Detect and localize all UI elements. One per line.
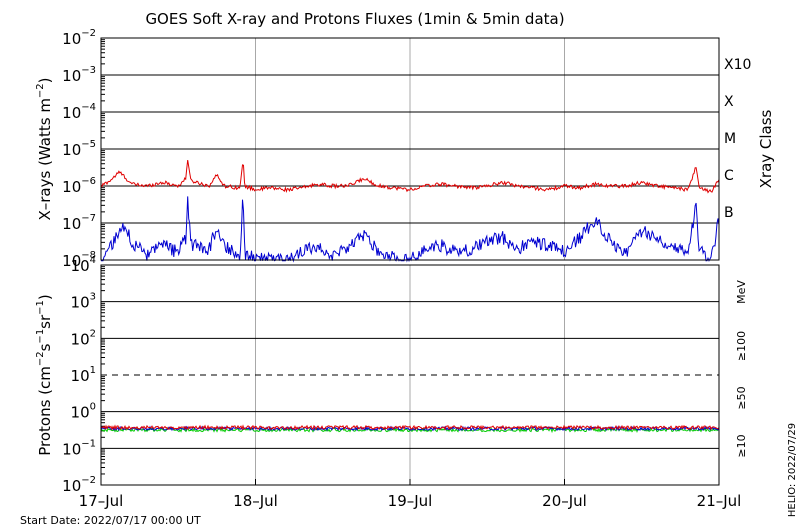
xray-class-label: B (724, 205, 734, 221)
xray-class-label: X10 (724, 57, 751, 73)
proton-horizontal-grid (101, 266, 719, 475)
xray-y-tick-label: 10−8 (62, 250, 96, 270)
x-tick-label: 19–Jul (388, 492, 433, 510)
x-tick-label: 18–Jul (233, 492, 278, 510)
x-tick-label: 17–Jul (79, 492, 124, 510)
xray-class-labels: B C M X X10 (724, 57, 751, 221)
xray-class-label: X (724, 94, 734, 110)
xray-series-group (100, 160, 720, 263)
xray-plot-frame (100, 37, 720, 261)
proton-series-line (100, 424, 720, 431)
xray-y-tick-labels: 10−8 10−7 10−6 10−5 10−4 10−3 10−2 (62, 28, 96, 270)
xray-y-tick-label: 10−3 (62, 65, 96, 85)
xray-y-tick-label: 10−7 (62, 213, 96, 233)
xray-class-axis-label: Xray Class (757, 109, 775, 188)
xray-y-tick-label: 10−6 (62, 176, 96, 196)
legend-ge100: ≥100 (735, 331, 748, 361)
xray-series-line (101, 196, 720, 263)
xray-series-line (100, 160, 720, 194)
proton-y-tick-label: 10−2 (62, 475, 96, 495)
xray-y-tick-label: 10−2 (62, 28, 96, 48)
xray-y-axis-label: X–rays (Watts m−2) (35, 77, 54, 220)
proton-y-tick-label: 104 (71, 255, 96, 275)
legend-ge10: ≥10 (735, 434, 748, 457)
proton-y-tick-label: 103 (71, 292, 96, 312)
helio-date-label: HELIO: 2022/07/29 (787, 423, 798, 517)
proton-y-axis-label: Protons (cm−2s−1sr−1) (35, 294, 54, 456)
chart-title: GOES Soft X-ray and Protons Fluxes (1min… (145, 10, 564, 28)
proton-series-group (100, 424, 720, 434)
start-date-label: Start Date: 2022/07/17 00:00 UT (20, 514, 201, 527)
x-tick-label: 20–Jul (542, 492, 587, 510)
proton-unit-label: MeV (735, 280, 748, 304)
legend-ge50: ≥50 (735, 386, 748, 409)
proton-panel: 10−2 10−1 100 101 102 103 104 Protons (cm−2s−1… (35, 255, 748, 495)
proton-y-tick-labels: 10−2 10−1 100 101 102 103 104 (62, 255, 96, 495)
proton-y-tick-label: 100 (71, 402, 96, 422)
xray-y-tick-label: 10−5 (62, 139, 96, 159)
proton-y-tick-label: 10−1 (62, 438, 96, 458)
xray-class-label: M (724, 131, 736, 147)
proton-y-tick-label: 102 (71, 328, 96, 348)
xray-panel: 10−8 10−7 10−6 10−5 10−4 10−3 10−2 B C M X X10 X–r… (35, 28, 775, 270)
proton-y-tick-label: 101 (71, 365, 96, 385)
xray-class-label: C (724, 168, 734, 184)
x-tick-labels: 17–Jul 18–Jul 19–Jul 20–Jul 21–Jul (79, 479, 742, 510)
x-tick-label: 21–Jul (697, 492, 742, 510)
xray-y-tick-label: 10−4 (62, 102, 96, 122)
